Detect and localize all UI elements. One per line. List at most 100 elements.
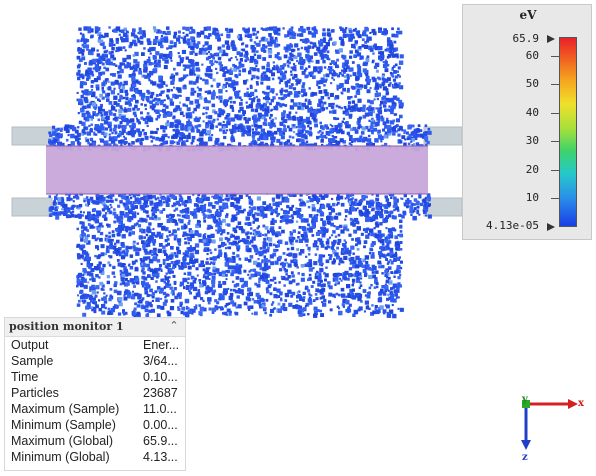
particle [287,275,291,279]
particle [306,74,309,78]
particle [427,127,431,131]
particle [85,196,89,199]
particle [60,127,63,131]
particle [130,127,134,132]
particle [88,49,92,53]
particle [387,266,392,270]
particle [168,283,172,286]
particle [262,249,267,254]
particle [245,44,249,48]
particle [284,70,287,74]
particle [274,43,279,48]
particle [87,234,90,238]
particle [415,201,420,206]
particle [119,106,122,109]
particle [265,100,269,104]
particle [219,111,224,116]
particle [373,43,377,47]
particle [424,124,428,127]
particle [307,262,313,268]
particle [319,194,322,198]
particle [293,237,296,240]
particle [377,48,380,51]
particle [105,234,108,238]
particle [216,230,220,234]
particle [308,214,313,218]
particle [79,295,84,300]
particle [131,123,136,128]
particle [357,292,361,297]
particle [153,28,158,33]
particle [143,248,148,253]
particle [261,298,265,302]
particle [305,67,308,70]
particle [387,131,392,136]
particle [94,215,97,219]
particle [372,269,375,272]
particle [122,83,125,87]
particle [197,193,201,197]
particle [372,274,376,279]
particle [335,292,339,296]
particle [368,45,373,51]
particle [80,39,83,43]
particle [91,91,96,96]
particle [144,103,147,107]
particle [251,74,256,79]
particle [76,141,80,145]
particle [212,89,215,93]
particle [366,142,370,147]
particle [133,285,136,288]
particle [124,37,129,43]
particle [128,247,131,250]
particle [163,99,166,102]
particle [134,292,138,297]
particle [231,265,236,270]
particle [265,298,269,302]
particle [384,304,388,307]
particle [268,34,271,37]
particle [117,134,120,138]
particle [288,61,291,65]
particle [279,131,282,134]
particle [178,55,182,58]
particle [395,289,400,293]
particle [397,276,401,280]
particle [125,245,129,249]
particle [273,65,276,68]
particle [164,65,167,68]
particle [197,103,201,107]
particle [149,47,154,52]
particle [320,56,325,60]
particle [90,118,93,121]
particle [343,75,347,78]
particle [297,52,302,57]
particle [151,62,154,65]
particle [138,70,143,75]
particle [183,84,187,87]
particle [351,288,355,292]
particle [225,53,229,57]
particle [325,78,328,81]
particle [87,141,91,145]
particle [90,80,95,84]
particle [49,143,52,146]
particle [154,59,157,63]
particle [85,305,90,310]
particle [397,27,400,31]
particle [217,46,222,51]
particle [184,227,187,230]
particle [393,201,398,206]
particle [127,100,132,104]
particle [197,291,201,295]
particle [169,306,175,311]
particle [252,206,257,211]
particle [120,211,125,216]
particle [346,76,350,80]
particle [84,62,87,65]
particle [319,240,324,245]
particle [308,267,313,272]
particle [308,292,311,295]
particle [72,200,75,203]
